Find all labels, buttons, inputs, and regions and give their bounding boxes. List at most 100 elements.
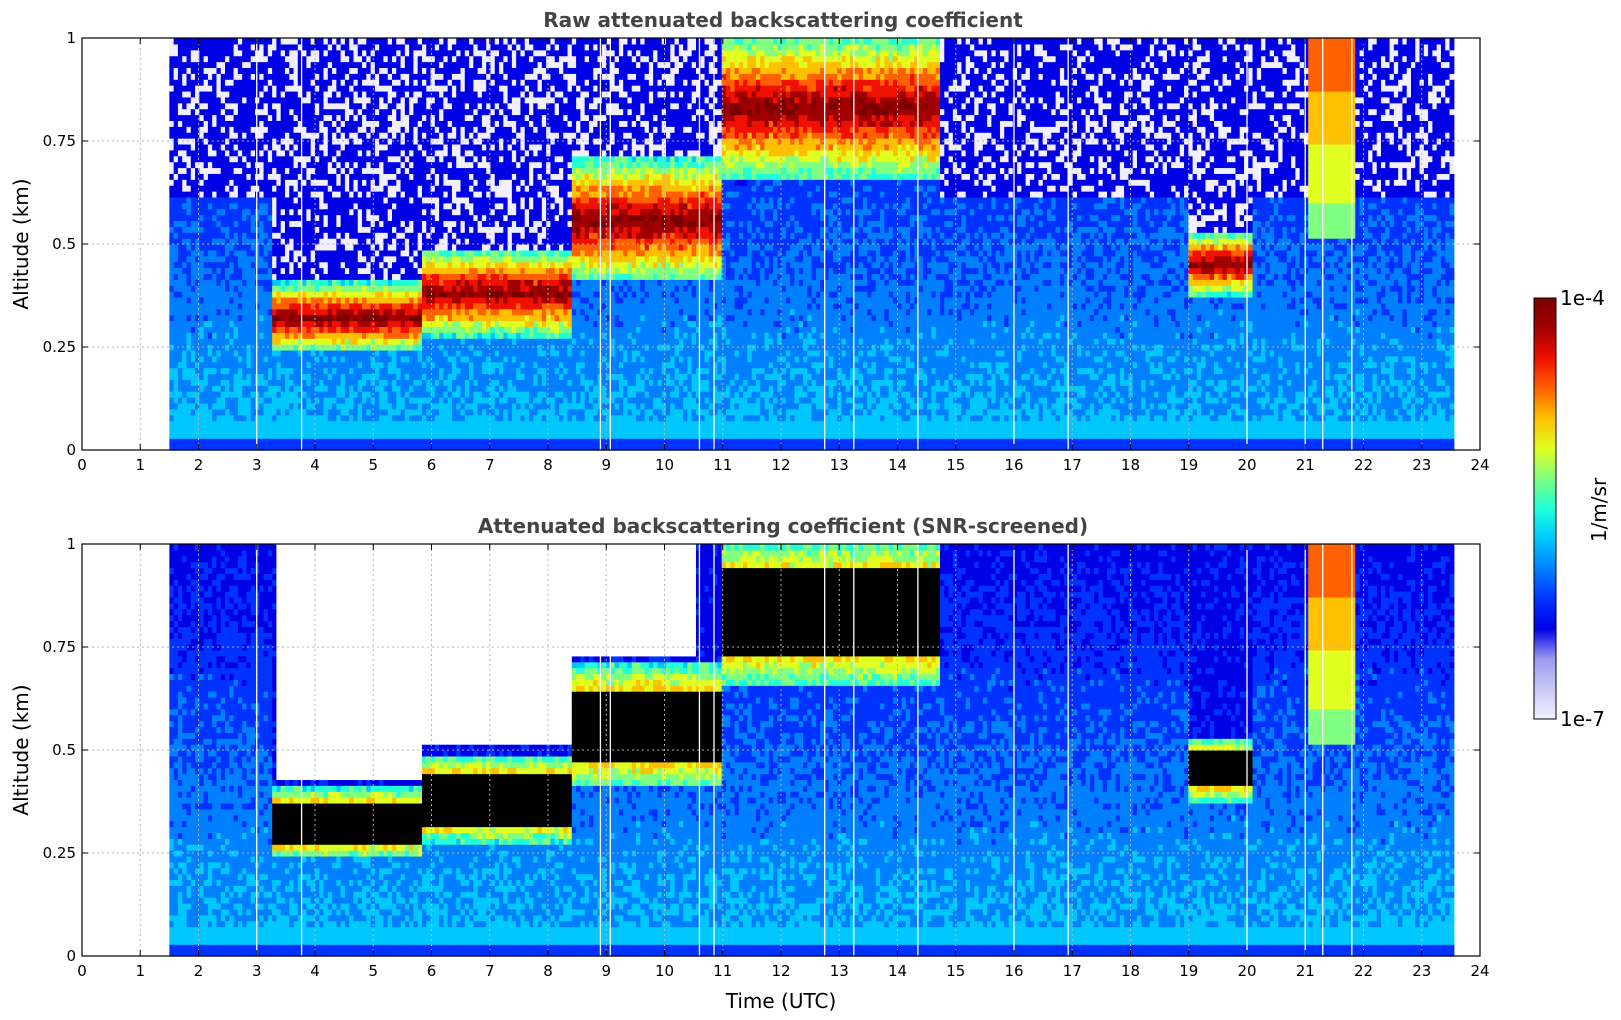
heatmap-cell: [289, 332, 294, 338]
heatmap-cell: [208, 391, 213, 397]
heatmap-cell: [268, 362, 273, 368]
heatmap-cell: [187, 256, 192, 262]
heatmap-cell: [362, 173, 367, 179]
heatmap-cell: [332, 38, 337, 44]
heatmap-cell: [281, 273, 286, 279]
heatmap-cell: [182, 403, 187, 409]
heatmap-cell: [174, 350, 179, 356]
heatmap-cell: [324, 250, 329, 256]
heatmap-cell: [187, 150, 192, 156]
heatmap-cell: [255, 50, 260, 56]
heatmap-cell: [366, 115, 371, 121]
heatmap-cell: [238, 244, 243, 250]
heatmap-cell: [216, 103, 221, 109]
heatmap-cell: [383, 356, 388, 362]
heatmap-cell: [294, 79, 299, 85]
heatmap-cell: [302, 297, 307, 303]
heatmap-cell: [383, 132, 388, 138]
heatmap-cell: [216, 179, 221, 185]
heatmap-cell: [362, 132, 367, 138]
heatmap-cell: [319, 120, 324, 126]
heatmap-cell: [345, 356, 350, 362]
heatmap-cell: [264, 50, 269, 56]
heatmap-cell: [199, 85, 204, 91]
heatmap-cell: [221, 120, 226, 126]
heatmap-cell: [174, 44, 179, 50]
heatmap-cell: [281, 321, 286, 327]
heatmap-cell: [225, 303, 230, 309]
heatmap-cell: [251, 421, 256, 427]
heatmap-cell: [225, 44, 230, 50]
heatmap-cell: [255, 326, 260, 332]
heatmap-cell: [388, 421, 393, 427]
heatmap-cell: [238, 185, 243, 191]
heatmap-cell: [315, 115, 320, 121]
heatmap-cell: [341, 197, 346, 203]
heatmap-cell: [379, 373, 384, 379]
heatmap-cell: [195, 215, 200, 221]
heatmap-cell: [358, 232, 363, 238]
heatmap-cell: [212, 415, 217, 421]
heatmap-cell: [336, 256, 341, 262]
heatmap-cell: [341, 415, 346, 421]
heatmap-cell: [324, 368, 329, 374]
heatmap-cell: [336, 115, 341, 121]
heatmap-cell: [204, 67, 209, 73]
heatmap-cell: [255, 185, 260, 191]
heatmap-cell: [302, 438, 307, 444]
heatmap-cell: [259, 120, 264, 126]
heatmap-cell: [268, 373, 273, 379]
heatmap-cell: [392, 291, 397, 297]
heatmap-cell: [336, 197, 341, 203]
heatmap-cell: [362, 285, 367, 291]
heatmap-cell: [259, 438, 264, 444]
heatmap-cell: [285, 385, 290, 391]
heatmap-cell: [358, 91, 363, 97]
heatmap-cell: [169, 397, 174, 403]
heatmap-cell: [246, 262, 251, 268]
heatmap-cell: [272, 67, 277, 73]
heatmap-cell: [336, 391, 341, 397]
heatmap-cell: [208, 268, 213, 274]
heatmap-cell: [358, 385, 363, 391]
heatmap-cell: [255, 338, 260, 344]
heatmap-cell: [234, 191, 239, 197]
heatmap-cell: [272, 268, 277, 274]
heatmap-cell: [332, 144, 337, 150]
heatmap-cell: [208, 62, 213, 68]
heatmap-cell: [328, 368, 333, 374]
heatmap-cell: [272, 85, 277, 91]
heatmap-cell: [332, 97, 337, 103]
heatmap-cell: [178, 167, 183, 173]
heatmap-cell: [362, 256, 367, 262]
heatmap-cell: [336, 268, 341, 274]
heatmap-cell: [375, 56, 380, 62]
heatmap-cell: [259, 38, 264, 44]
heatmap-cell: [276, 379, 281, 385]
heatmap-cell: [251, 397, 256, 403]
heatmap-cell: [182, 191, 187, 197]
heatmap-cell: [208, 44, 213, 50]
heatmap-cell: [345, 285, 350, 291]
heatmap-cell: [392, 250, 397, 256]
heatmap-cell: [246, 303, 251, 309]
heatmap-cell: [212, 173, 217, 179]
heatmap-cell: [255, 173, 260, 179]
heatmap-cell: [328, 268, 333, 274]
heatmap-cell: [259, 356, 264, 362]
heatmap-cell: [264, 79, 269, 85]
heatmap-cell: [264, 321, 269, 327]
heatmap-cell: [388, 397, 393, 403]
heatmap-cell: [324, 326, 329, 332]
heatmap-cell: [281, 79, 286, 85]
heatmap-cell: [204, 338, 209, 344]
heatmap-cell: [289, 62, 294, 68]
heatmap-cell: [199, 438, 204, 444]
heatmap-cell: [302, 220, 307, 226]
heatmap-cell: [294, 379, 299, 385]
heatmap-cell: [169, 91, 174, 97]
heatmap-cell: [332, 50, 337, 56]
heatmap-cell: [191, 391, 196, 397]
heatmap-cell: [221, 326, 226, 332]
heatmap-cell: [289, 173, 294, 179]
